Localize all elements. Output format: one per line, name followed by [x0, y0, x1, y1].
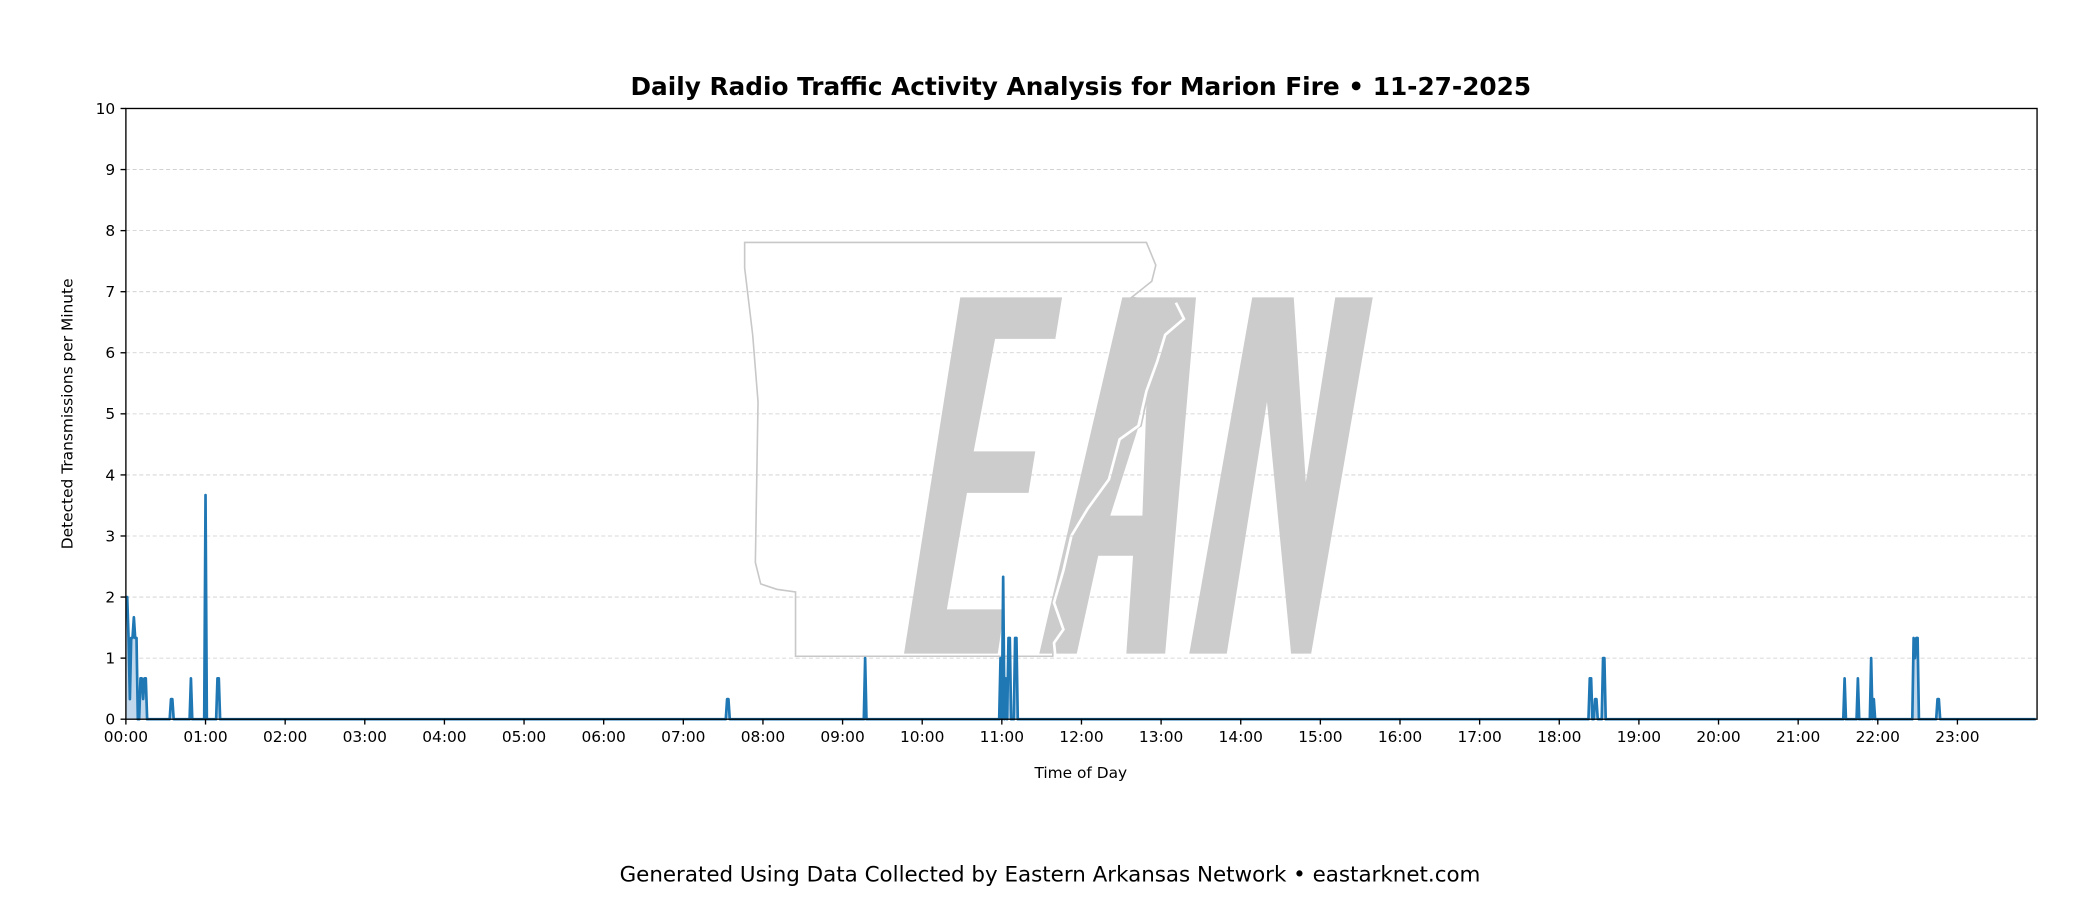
- x-tick-label: 22:00: [1856, 728, 1900, 746]
- chart-title: Daily Radio Traffic Activity Analysis fo…: [630, 72, 1531, 101]
- x-tick-label: 07:00: [661, 728, 705, 746]
- y-tick-label: 8: [105, 222, 115, 240]
- x-tick-label: 21:00: [1776, 728, 1820, 746]
- x-tick-label: 13:00: [1139, 728, 1183, 746]
- x-tick-label: 20:00: [1696, 728, 1740, 746]
- y-tick-label: 1: [105, 649, 115, 667]
- x-tick-label: 17:00: [1457, 728, 1501, 746]
- footer-credit: Generated Using Data Collected by Easter…: [620, 862, 1481, 887]
- y-axis: 0 1 2 3 4 5 6 7 8 9 10: [96, 100, 126, 729]
- x-tick-label: 15:00: [1298, 728, 1342, 746]
- y-tick-label: 7: [105, 283, 115, 301]
- x-tick-label: 08:00: [741, 728, 785, 746]
- river-line: [1052, 302, 1186, 657]
- y-tick-label: 6: [105, 344, 115, 362]
- x-tick-label: 11:00: [980, 728, 1024, 746]
- x-tick-label: 10:00: [900, 728, 944, 746]
- x-tick-label: 12:00: [1059, 728, 1103, 746]
- watermark-letter-n: [1189, 297, 1373, 654]
- y-tick-label: 4: [105, 466, 115, 484]
- y-tick-label: 5: [105, 405, 115, 423]
- x-axis: 00:00 01:00 02:00 03:00 04:00 05:00 06:00 07:00…: [104, 719, 1980, 746]
- x-tick-label: 19:00: [1617, 728, 1661, 746]
- y-tick-label: 2: [105, 588, 115, 606]
- x-tick-label: 02:00: [263, 728, 307, 746]
- watermark-letter-a: [1039, 297, 1196, 654]
- ean-watermark-logo: [743, 241, 1373, 658]
- x-axis-label: Time of Day: [1033, 764, 1127, 782]
- x-tick-label: 00:00: [104, 728, 148, 746]
- x-tick-label: 01:00: [183, 728, 227, 746]
- watermark-letter-e: [904, 297, 1063, 654]
- x-tick-label: 06:00: [582, 728, 626, 746]
- y-tick-label: 9: [105, 161, 115, 179]
- y-tick-label: 0: [105, 711, 115, 729]
- gridlines: [125, 169, 2038, 659]
- x-tick-label: 05:00: [502, 728, 546, 746]
- x-tick-label: 03:00: [343, 728, 387, 746]
- x-tick-label: 18:00: [1537, 728, 1581, 746]
- x-tick-label: 23:00: [1935, 728, 1979, 746]
- y-axis-label: Detected Transmissions per Minute: [58, 278, 76, 549]
- x-tick-label: 14:00: [1219, 728, 1263, 746]
- x-tick-label: 04:00: [422, 728, 466, 746]
- x-tick-label: 16:00: [1378, 728, 1422, 746]
- y-tick-label: 10: [96, 100, 116, 118]
- x-tick-label: 09:00: [820, 728, 864, 746]
- y-tick-label: 3: [105, 527, 115, 545]
